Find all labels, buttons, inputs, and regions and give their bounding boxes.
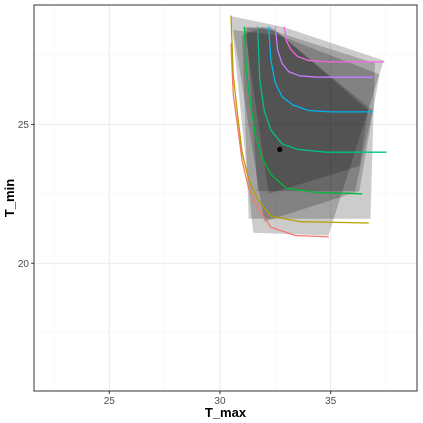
x-tick-label: 25 [104, 396, 116, 407]
y-axis-title: T_min [2, 179, 17, 217]
y-tick-label: 20 [18, 259, 30, 270]
series-line [230, 15, 369, 224]
x-tick-label: 35 [325, 396, 337, 407]
confidence-bands [231, 16, 384, 236]
x-axis-title: T_max [205, 405, 247, 420]
data-points [277, 146, 283, 153]
confidence-band [233, 30, 380, 222]
grid-major [34, 5, 417, 391]
y-tick-label: 25 [18, 120, 30, 131]
series-line [274, 26, 374, 78]
series-lines [230, 15, 387, 238]
panel-border [33, 4, 418, 392]
series-line [243, 26, 363, 195]
series-line [230, 43, 330, 238]
confidence-band [231, 16, 384, 236]
confidence-band [242, 27, 375, 219]
x-tick-label: 30 [214, 396, 226, 407]
series-line [256, 26, 387, 153]
data-point [277, 146, 283, 153]
series-line [283, 26, 385, 63]
plot-panel [33, 4, 418, 392]
x-axis: 25 30 35 [104, 391, 337, 407]
series-line [268, 26, 374, 113]
